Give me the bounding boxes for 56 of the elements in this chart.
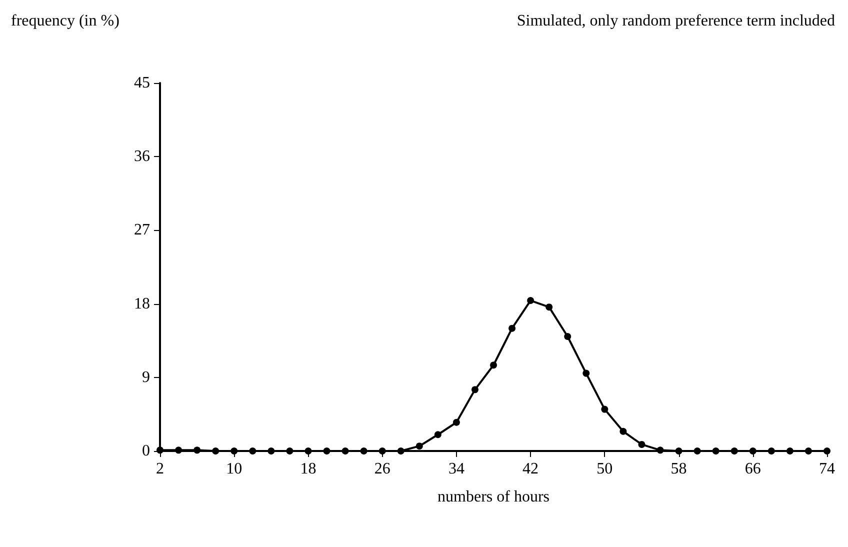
y-axis-title: frequency (in %) (11, 12, 120, 30)
point (749, 448, 756, 454)
x-tick-label: 74 (819, 460, 835, 478)
point (768, 448, 775, 454)
point (194, 446, 201, 454)
point (360, 448, 368, 454)
point (249, 448, 256, 454)
x-tick-label: 58 (670, 460, 687, 478)
point (286, 448, 294, 454)
chart-title: Simulated, only random preference term included (516, 12, 835, 30)
point (156, 446, 164, 454)
point (638, 440, 646, 448)
point (730, 448, 738, 454)
x-tick-label: 2 (156, 460, 164, 478)
point (656, 446, 664, 454)
point (378, 448, 386, 454)
point (268, 448, 275, 454)
y-tick-label: 45 (134, 74, 150, 92)
point (786, 448, 794, 454)
point (620, 428, 627, 435)
x-tick-label: 34 (448, 460, 464, 478)
point (452, 418, 460, 426)
point (546, 304, 553, 311)
point (304, 448, 312, 454)
point (397, 448, 404, 454)
x-tick-label: 42 (522, 460, 539, 478)
point (230, 448, 238, 454)
x-tick-label: 18 (300, 460, 316, 478)
point (508, 324, 516, 332)
y-tick-label: 36 (134, 148, 150, 166)
point (582, 370, 590, 377)
y-tick-label: 27 (134, 222, 150, 239)
point (804, 448, 812, 454)
x-tick-label: 26 (374, 460, 390, 478)
y-tick-label: 9 (142, 368, 150, 386)
x-tick-label: 50 (596, 460, 613, 478)
point (490, 362, 497, 369)
y-tick-label: 18 (134, 295, 150, 312)
x-tick-label: 66 (744, 460, 761, 478)
point (675, 448, 682, 454)
point (416, 442, 423, 450)
point (434, 431, 442, 438)
point (212, 448, 220, 454)
x-axis-title: numbers of hours (438, 488, 550, 506)
point (564, 333, 572, 340)
x-tick-label: 10 (226, 460, 242, 478)
point (175, 446, 182, 454)
point (601, 406, 608, 413)
point (471, 386, 478, 394)
point (712, 448, 720, 454)
point (527, 297, 534, 304)
point (342, 448, 349, 454)
point (323, 448, 330, 454)
y-tick-label: 0 (142, 442, 150, 460)
point (824, 448, 830, 454)
point (694, 448, 701, 454)
